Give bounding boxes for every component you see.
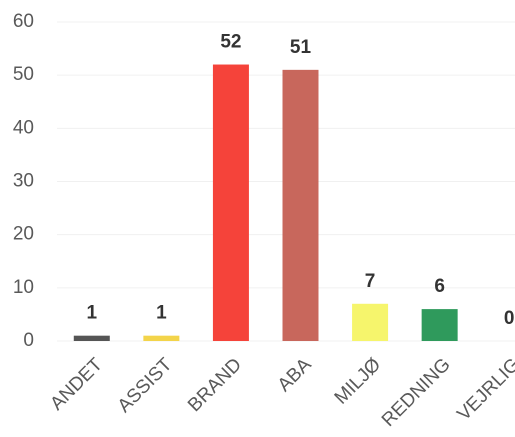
data-label: 7 xyxy=(365,271,376,292)
x-tick-label: REDNING xyxy=(378,354,455,431)
y-tick-label: 50 xyxy=(13,64,34,85)
data-label: 1 xyxy=(156,303,167,324)
x-tick-label: ABA xyxy=(274,354,316,396)
y-tick-label: 10 xyxy=(13,277,34,298)
x-tick-label: ASSIST xyxy=(114,354,177,417)
y-tick-label: 40 xyxy=(13,117,34,138)
bar xyxy=(421,309,458,341)
y-tick-label: 60 xyxy=(13,11,34,32)
data-label: 6 xyxy=(434,276,445,297)
y-tick-label: 30 xyxy=(13,171,34,192)
data-label: 0 xyxy=(504,308,515,329)
y-tick-label: 20 xyxy=(13,224,34,245)
data-label: 51 xyxy=(290,37,312,58)
x-tick-label: MILJØ xyxy=(331,354,386,409)
x-tick-label: VEJRLIG xyxy=(453,354,515,425)
bar xyxy=(282,69,319,341)
data-label: 52 xyxy=(220,32,241,53)
data-label: 1 xyxy=(86,303,97,324)
bar xyxy=(143,335,180,341)
bar xyxy=(352,303,389,341)
x-tick-label: ANDET xyxy=(46,354,107,415)
bar xyxy=(73,335,110,341)
y-tick-label: 0 xyxy=(23,330,34,351)
bar xyxy=(212,64,249,342)
x-tick-label: BRAND xyxy=(184,354,246,416)
